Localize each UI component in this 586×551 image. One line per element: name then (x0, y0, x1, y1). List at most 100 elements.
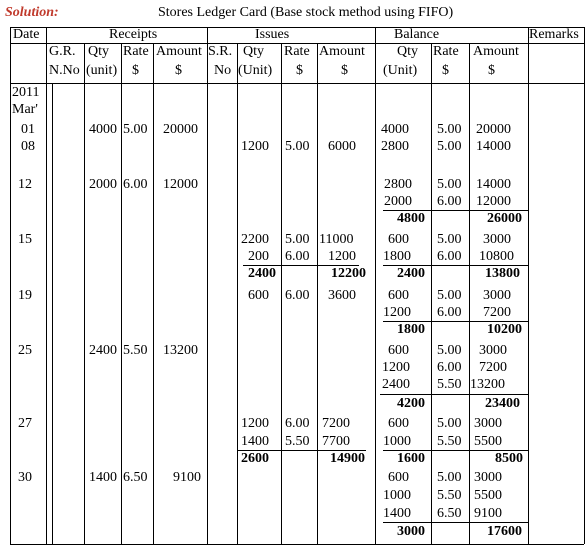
balance-subtotal-rule (380, 394, 528, 395)
balance-amount: 3000 (479, 343, 507, 358)
ledger-title: Stores Ledger Card (Base stock method us… (158, 5, 454, 20)
date-cell: 27 (18, 416, 32, 431)
header-dollar-amount-issues: $ (341, 63, 348, 78)
issue-qty: 600 (248, 288, 269, 303)
header-remarks: Remarks (529, 27, 579, 42)
balance-qty: 1400 (383, 506, 411, 521)
header-date: Date (13, 27, 40, 42)
date-cell: 12 (18, 177, 32, 192)
header-qty-issues: Qty (243, 44, 264, 59)
solution-label: Solution: (5, 5, 59, 20)
balance-subtotal-rule (383, 265, 528, 266)
balance-total-amount: 17600 (487, 524, 522, 539)
header-unit-issues: (Unit) (238, 63, 273, 78)
issue-subtotal-qty: 2600 (241, 451, 269, 466)
header-balance: Balance (394, 27, 440, 42)
receipt-amount: 20000 (163, 122, 198, 137)
receipt-rate: 6.00 (123, 177, 148, 192)
date-cell: 15 (18, 232, 32, 247)
balance-subtotal-qty: 2400 (397, 266, 425, 281)
balance-qty: 2800 (381, 139, 409, 154)
header-qty-receipts: Qty (88, 44, 109, 59)
balance-subtotal-amount: 10200 (487, 322, 522, 337)
receipt-qty: 4000 (89, 122, 117, 137)
col-line-qty-b (431, 43, 432, 544)
balance-qty: 600 (388, 470, 409, 485)
header-grn-no: N.No (49, 63, 80, 78)
header-bottom-border (10, 83, 584, 84)
receipt-rate: 6.50 (123, 470, 148, 485)
header-unit-balance: (Unit) (383, 63, 418, 78)
header-unit-receipts: (unit) (86, 63, 118, 78)
col-line-grn (84, 43, 85, 544)
date-month: Mar' (12, 102, 38, 117)
balance-subtotal-qty: 4800 (397, 211, 425, 226)
issue-subtotal-qty: 2400 (248, 266, 276, 281)
balance-subtotal-rule (383, 450, 528, 451)
issue-rate: 6.00 (285, 416, 310, 431)
balance-subtotal-rule (383, 522, 528, 523)
col-line-date (46, 27, 47, 544)
issue-subtotal-amount: 12200 (331, 266, 366, 281)
balance-qty: 1200 (383, 305, 411, 320)
balance-qty: 1800 (383, 249, 411, 264)
balance-rate: 5.00 (437, 288, 462, 303)
receipt-rate: 5.50 (123, 343, 148, 358)
balance-amount: 3000 (483, 288, 511, 303)
col-line-rate-r (153, 43, 154, 544)
date-cell: 30 (18, 470, 32, 485)
balance-amount: 14000 (476, 177, 511, 192)
issue-qty: 1400 (241, 434, 269, 449)
balance-qty: 1000 (383, 434, 411, 449)
balance-total-qty: 3000 (397, 524, 425, 539)
issue-rate: 5.50 (285, 434, 310, 449)
balance-qty: 600 (388, 232, 409, 247)
balance-rate: 5.00 (437, 343, 462, 358)
issue-qty: 2200 (241, 232, 269, 247)
balance-amount: 10800 (479, 249, 514, 264)
balance-rate: 6.50 (437, 506, 462, 521)
col-line-balance (528, 27, 529, 544)
issue-rate: 5.00 (285, 232, 310, 247)
issue-amount: 3600 (328, 288, 356, 303)
date-year: 2011 (12, 85, 40, 100)
balance-subtotal-qty: 4200 (397, 396, 425, 411)
receipt-amount: 13200 (163, 343, 198, 358)
header-receipts: Receipts (109, 27, 158, 42)
col-line-rate-b (469, 43, 470, 544)
col-line-receipts (207, 27, 208, 544)
issue-amount: 11000 (319, 232, 354, 247)
balance-rate: 5.50 (437, 488, 462, 503)
balance-qty: 2800 (384, 177, 412, 192)
balance-amount: 5500 (474, 488, 502, 503)
balance-amount: 12000 (476, 194, 511, 209)
balance-qty: 2400 (382, 377, 410, 392)
col-line-qty-r (121, 43, 122, 544)
issue-rate: 6.00 (285, 249, 310, 264)
date-cell: 08 (21, 139, 35, 154)
header-amount-issues: Amount (319, 44, 365, 59)
issue-amount: 6000 (328, 139, 356, 154)
col-line-issues (375, 27, 376, 544)
balance-rate: 6.00 (437, 305, 462, 320)
balance-amount: 13200 (470, 377, 505, 392)
issue-subtotal-amount: 14900 (330, 451, 365, 466)
balance-amount: 9100 (474, 506, 502, 521)
issue-amount: 1200 (328, 249, 356, 264)
table-bottom-border (10, 544, 584, 545)
balance-subtotal-qty: 1600 (397, 451, 425, 466)
issue-qty: 1200 (241, 416, 269, 431)
issue-rate: 6.00 (285, 288, 310, 303)
balance-rate: 5.00 (437, 416, 462, 431)
header-dollar-rate-balance: $ (442, 63, 449, 78)
issue-qty: 1200 (241, 139, 269, 154)
balance-rate: 6.00 (437, 194, 462, 209)
issue-amount: 7700 (322, 434, 350, 449)
header-grn: G.R. (49, 44, 76, 59)
balance-rate: 5.50 (437, 434, 462, 449)
balance-amount: 3000 (474, 416, 502, 431)
balance-rate: 6.00 (437, 360, 462, 375)
header-rate-balance: Rate (433, 44, 459, 59)
receipt-qty: 2000 (89, 177, 117, 192)
issue-subtotal-rule (238, 450, 366, 451)
